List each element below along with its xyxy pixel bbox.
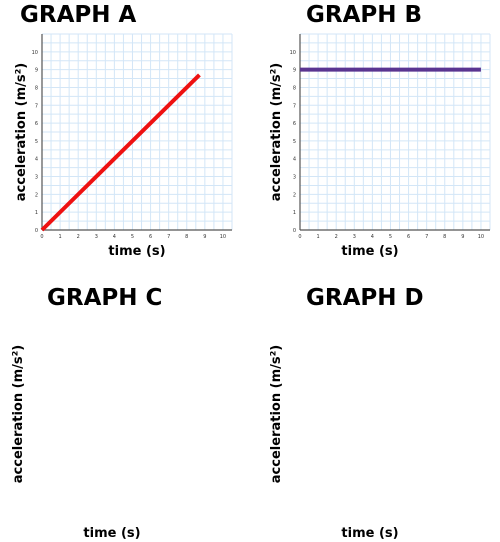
graph-b-panel: GRAPH B 0 1 2 3 4 5 6 7 8 9 10 0 1 2 3 4 5 6 7 8 9 10 time (s…	[250, 0, 500, 271]
graph-b-y-tick-label: 5	[293, 139, 296, 145]
graph-b-y-tick-label: 4	[293, 157, 296, 163]
graph-a-y-tick-label: 2	[35, 192, 38, 198]
graph-a-x-tick-label: 2	[77, 234, 80, 240]
graph-a-x-tick-label: 10	[220, 234, 226, 240]
graph-a-y-tick-label: 4	[35, 157, 38, 163]
graph-b-x-tick-label: 1	[317, 234, 320, 240]
graph-b-x-tick-label: 0	[298, 234, 301, 240]
graph-a-y-tick-label: 3	[35, 175, 38, 181]
graph-b-x-tick-label: 3	[353, 234, 356, 240]
graph-a-x-tick-label: 6	[149, 234, 152, 240]
graph-b-y-tick-label: 10	[290, 50, 296, 56]
graph-a-y-tick-label: 1	[35, 210, 38, 216]
graph-a-y-tick-label: 10	[32, 50, 38, 56]
graph-b-y-tick-label: 6	[293, 121, 296, 127]
graph-a-x-tick-label: 1	[59, 234, 62, 240]
graph-b-y-tick-label: 0	[293, 228, 296, 234]
graph-b-x-tick-label: 5	[389, 234, 392, 240]
graph-a-y-tick-label: 0	[35, 228, 38, 234]
graph-a-x-tick-label: 9	[203, 234, 206, 240]
graph-a-y-tick-label: 8	[35, 85, 38, 91]
graph-a-x-tick-label: 5	[131, 234, 134, 240]
graph-b-x-tick-label: 6	[407, 234, 410, 240]
graph-a-x-tick-label: 4	[113, 234, 116, 240]
graph-b-y-axis-label: acceleration (m/s²)	[269, 63, 284, 201]
graph-c-y-axis-label: acceleration (m/s²)	[11, 345, 26, 483]
graph-a-chart: GRAPH A 0 1 2 3 4 5 6 7 8 9 10 0 1 2 3 4 5 6 7 8 9 10 time (s…	[14, 2, 233, 259]
graph-b-x-axis-label: time (s)	[341, 244, 398, 259]
graph-b-y-tick-label: 3	[293, 175, 296, 181]
graph-b-y-tick-label: 7	[293, 103, 296, 109]
graph-b-x-tick-label: 4	[371, 234, 374, 240]
graph-a-y-tick-label: 6	[35, 121, 38, 127]
graph-b-y-tick-label: 8	[293, 85, 296, 91]
graph-b-chart: GRAPH B 0 1 2 3 4 5 6 7 8 9 10 0 1 2 3 4 5 6 7 8 9 10 time (s…	[269, 2, 491, 259]
graph-d-title: GRAPH D	[306, 285, 424, 311]
graph-a-x-axis-label: time (s)	[108, 244, 165, 259]
graph-a-series-line	[40, 73, 201, 232]
graph-b-y-tick-label: 2	[293, 192, 296, 198]
graph-a-title: GRAPH A	[20, 2, 137, 28]
graph-a-y-tick-label: 9	[35, 68, 38, 74]
graph-b-x-tick-label: 10	[478, 234, 484, 240]
graph-c-x-axis-label: time (s)	[83, 526, 140, 541]
graph-d-x-axis-label: time (s)	[341, 526, 398, 541]
graph-b-y-tick-label: 9	[293, 68, 296, 74]
graph-a-x-tick-label: 8	[185, 234, 188, 240]
graph-b-x-tick-label: 2	[335, 234, 338, 240]
graph-d-y-axis-label: acceleration (m/s²)	[269, 345, 284, 483]
graph-b-x-tick-label: 7	[425, 234, 428, 240]
graph-c-title: GRAPH C	[47, 285, 162, 311]
graph-b-title: GRAPH B	[306, 2, 422, 28]
graph-a-y-tick-label: 7	[35, 103, 38, 109]
graph-a-y-axis-label: acceleration (m/s²)	[14, 63, 29, 201]
graph-a-y-tick-label: 5	[35, 139, 38, 145]
graph-a-x-tick-label: 3	[95, 234, 98, 240]
graph-a-panel: GRAPH A 0 1 2 3 4 5 6 7 8 9 10 0 1 2 3 4 5 6 7 8 9 10 time (s…	[0, 0, 250, 271]
graph-a-x-tick-label: 0	[40, 234, 43, 240]
graph-b-x-tick-label: 9	[461, 234, 464, 240]
graph-b-x-tick-label: 8	[443, 234, 446, 240]
graph-b-y-tick-label: 1	[293, 210, 296, 216]
graph-a-x-tick-label: 7	[167, 234, 170, 240]
